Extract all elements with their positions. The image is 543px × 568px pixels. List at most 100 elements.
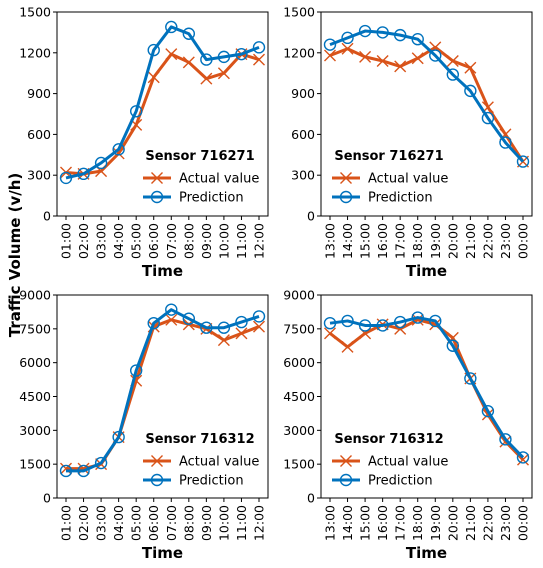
x-tick-label: 05:00: [129, 223, 144, 259]
x-axis-label: Time: [406, 544, 447, 562]
x-tick-label: 07:00: [164, 223, 179, 259]
prediction-point: [252, 41, 266, 54]
x-tick-label: 01:00: [59, 505, 74, 541]
x-tick-label: 08:00: [181, 223, 196, 259]
legend-prediction-marker: [150, 190, 164, 204]
legend-prediction-label: Prediction: [179, 191, 244, 206]
prediction-point: [341, 314, 354, 328]
legend-prediction-label: Prediction: [179, 474, 244, 489]
y-tick-label: 600: [27, 127, 51, 142]
y-tick-label: 7500: [283, 321, 315, 336]
actual-point: [341, 42, 354, 55]
x-tick-label: 03:00: [94, 505, 109, 541]
y-tick-label: 0: [307, 491, 315, 506]
y-tick-label: 6000: [19, 355, 51, 370]
plot-frame: [320, 11, 533, 217]
x-tick-label: 22:00: [480, 505, 495, 541]
prediction-point: [446, 68, 460, 81]
x-tick-label: 13:00: [323, 505, 338, 541]
prediction-point: [129, 364, 143, 377]
prediction-point: [516, 451, 530, 464]
x-tick-label: 18:00: [410, 505, 425, 541]
figure-y-axis-label: Traffic Volume (v/h): [6, 173, 24, 338]
legend-title: Sensor 716271: [145, 149, 254, 164]
legend-title: Sensor 716312: [334, 432, 443, 447]
x-tick-label: 21:00: [463, 223, 478, 259]
actual-point: [376, 54, 389, 67]
y-tick-label: 1200: [283, 45, 315, 60]
actual-point: [217, 67, 230, 80]
y-tick-label: 900: [291, 86, 315, 101]
actual-point: [253, 53, 265, 66]
y-tick-label: 0: [307, 209, 315, 224]
x-tick-label: 08:00: [181, 505, 196, 541]
x-tick-label: 10:00: [216, 223, 231, 259]
actual-point: [446, 54, 459, 67]
x-tick-label: 11:00: [234, 505, 249, 541]
prediction-point: [112, 143, 125, 156]
x-tick-label: 16:00: [375, 223, 390, 259]
x-axis-label: Time: [142, 544, 183, 562]
x-tick-label: 09:00: [199, 505, 214, 541]
prediction-point: [341, 31, 354, 45]
actual-point: [165, 313, 178, 326]
x-tick-label: 04:00: [111, 223, 126, 259]
y-tick-label: 3000: [283, 423, 315, 438]
actual-point: [464, 61, 477, 74]
prediction-point: [77, 464, 90, 478]
legend-actual-label: Actual value: [179, 455, 259, 470]
chart-panel-2: 0 300 600 900 1200 1500 13:00 14:00 15:00 16:00 17…: [283, 5, 533, 280]
y-tick-label: 9000: [19, 288, 51, 303]
prediction-point: [499, 433, 512, 446]
x-tick-label: 01:00: [59, 223, 74, 259]
prediction-point: [499, 136, 512, 149]
x-tick-label: 02:00: [76, 223, 91, 259]
x-tick-label: 17:00: [393, 505, 408, 541]
prediction-point: [147, 43, 160, 57]
x-tick-label: 15:00: [358, 505, 373, 541]
legend-actual-label: Actual value: [368, 455, 448, 470]
x-tick-label: 12:00: [252, 223, 267, 259]
legend-actual-marker: [151, 172, 163, 184]
prediction-point: [411, 33, 424, 46]
x-tick-label: 06:00: [146, 223, 161, 259]
actual-point: [147, 71, 160, 84]
x-tick-label: 13:00: [323, 223, 338, 259]
prediction-point: [217, 50, 231, 64]
y-tick-label: 600: [291, 127, 315, 142]
y-tick-label: 1500: [283, 457, 315, 472]
y-tick-label: 4500: [283, 389, 315, 404]
prediction-point: [376, 319, 389, 332]
actual-point: [217, 334, 230, 347]
x-tick-label: 18:00: [410, 223, 425, 259]
x-tick-label: 19:00: [428, 505, 443, 541]
y-tick-label: 0: [43, 491, 51, 506]
series-line-actual: [329, 45, 525, 163]
x-tick-label: 16:00: [375, 505, 390, 541]
y-tick-label: 7500: [19, 321, 51, 336]
series-line-prediction: [65, 25, 260, 180]
actual-point: [182, 56, 195, 69]
x-tick-label: 23:00: [498, 223, 513, 259]
y-tick-label: 1200: [19, 45, 51, 60]
x-tick-label: 23:00: [498, 505, 513, 541]
x-axis-label: Time: [142, 262, 183, 280]
prediction-point: [429, 314, 442, 328]
y-tick-label: 1500: [283, 5, 315, 20]
y-tick-label: 900: [27, 86, 51, 101]
x-tick-label: 00:00: [516, 223, 531, 259]
x-tick-label: 14:00: [340, 223, 355, 259]
x-tick-label: 14:00: [340, 505, 355, 541]
prediction-point: [200, 321, 213, 334]
prediction-point: [376, 26, 389, 39]
actual-point: [394, 60, 407, 73]
prediction-point: [429, 49, 442, 62]
x-tick-label: 05:00: [129, 505, 144, 541]
prediction-point: [129, 105, 143, 118]
legend-title: Sensor 716271: [334, 149, 443, 164]
legend-prediction-label: Prediction: [368, 474, 433, 489]
actual-point: [112, 147, 125, 160]
legend: Sensor 716312 Actual value Prediction: [143, 432, 259, 489]
